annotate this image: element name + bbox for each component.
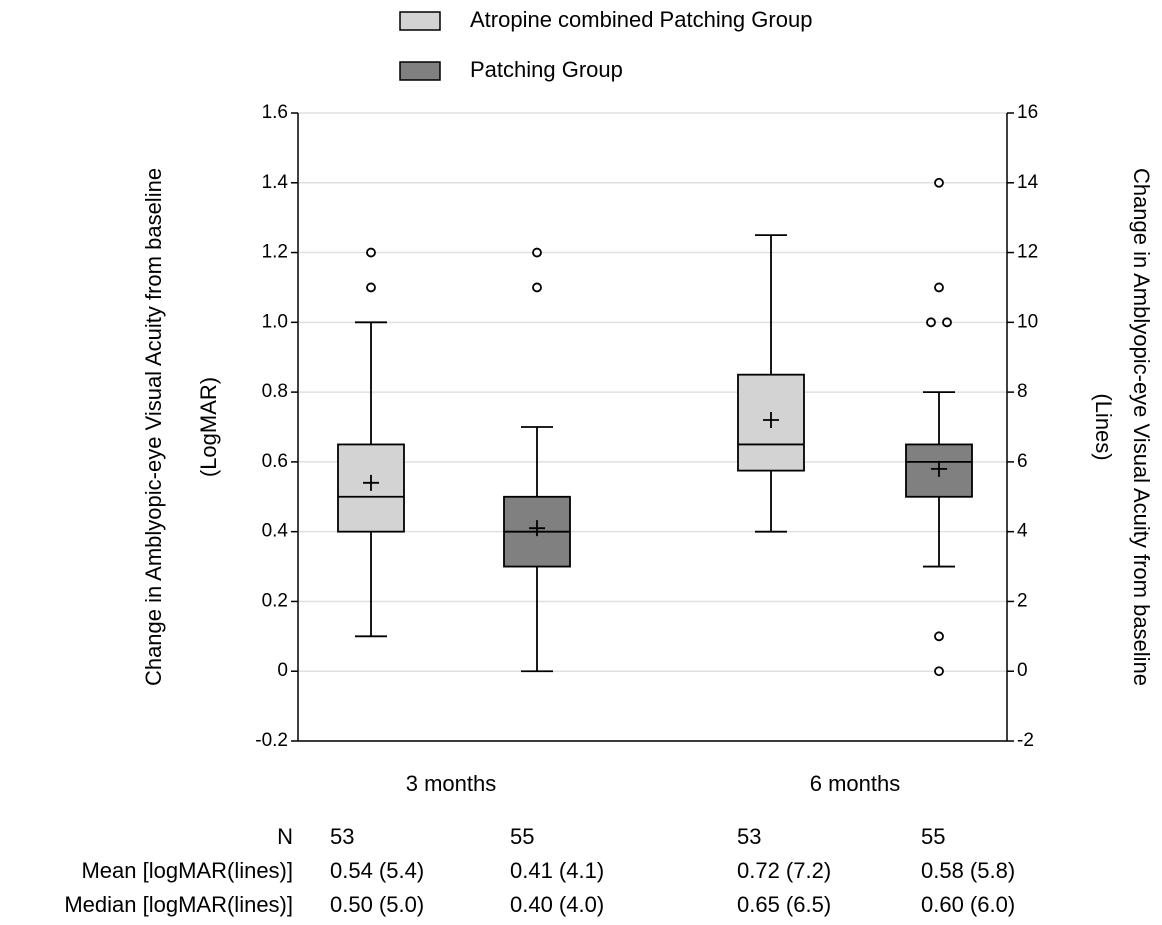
y-tick-label: 1.4	[262, 172, 289, 193]
legend-swatch	[399, 61, 441, 81]
y2-tick-label: 6	[1017, 451, 1028, 472]
table-cell: 0.40 (4.0)	[510, 892, 604, 917]
y-tick-label: 1.6	[262, 102, 288, 123]
x-tick-label: 3 months	[406, 771, 497, 796]
box	[337, 443, 405, 533]
legend-swatch	[399, 11, 441, 31]
y2-axis-title: Change in Amblyopic-eye Visual Acuity fr…	[1129, 168, 1154, 686]
table-cell: 0.60 (6.0)	[921, 892, 1015, 917]
outlier	[532, 282, 542, 293]
legend-label: Patching Group	[470, 57, 623, 82]
legend-label: Atropine combined Patching Group	[470, 7, 812, 32]
mean-marker	[529, 520, 545, 537]
outlier	[942, 317, 952, 328]
y2-tick-label: 8	[1017, 381, 1028, 402]
y-tick-label: 0.8	[262, 381, 288, 402]
y-tick-label: 0.4	[262, 521, 289, 542]
outlier	[934, 177, 944, 188]
table-row-label: N	[277, 824, 293, 849]
table-cell: 55	[921, 824, 945, 849]
table-row-label: Median [logMAR(lines)]	[64, 892, 293, 917]
table-cell: 0.41 (4.1)	[510, 858, 604, 883]
y2-tick-label: 14	[1017, 172, 1039, 193]
y2-tick-label: 0	[1017, 660, 1028, 681]
y2-tick-label: 12	[1017, 242, 1038, 263]
y2-axis-title: (Lines)	[1091, 393, 1116, 460]
y-tick-label: -0.2	[255, 730, 288, 751]
x-tick-label: 6 months	[810, 771, 901, 796]
y-axis-title: (LogMAR)	[196, 377, 221, 477]
table-cell: 53	[330, 824, 354, 849]
table-cell: 0.72 (7.2)	[737, 858, 831, 883]
y2-tick-label: 2	[1017, 590, 1028, 611]
mean-marker	[363, 474, 379, 491]
table-cell: 55	[510, 824, 534, 849]
y-axis-title: Change in Amblyopic-eye Visual Acuity fr…	[141, 168, 166, 686]
y2-tick-label: -2	[1017, 730, 1034, 751]
outlier	[934, 666, 944, 677]
mean-marker	[931, 460, 947, 477]
y-tick-label: 1.0	[262, 311, 288, 332]
outlier	[532, 247, 542, 258]
y2-tick-label: 10	[1017, 311, 1038, 332]
y-tick-label: 0	[277, 660, 288, 681]
table-cell: 0.65 (6.5)	[737, 892, 831, 917]
outlier	[934, 631, 944, 642]
outlier	[366, 247, 376, 258]
table-cell: 0.54 (5.4)	[330, 858, 424, 883]
outlier	[926, 317, 936, 328]
y-tick-label: 0.2	[262, 590, 288, 611]
mean-marker	[763, 412, 779, 429]
y-tick-label: 0.6	[262, 451, 288, 472]
table-row-label: Mean [logMAR(lines)]	[81, 858, 293, 883]
y2-tick-label: 4	[1017, 521, 1028, 542]
table-cell: 53	[737, 824, 761, 849]
table-cell: 0.50 (5.0)	[330, 892, 424, 917]
outlier	[366, 282, 376, 293]
table-cell: 0.58 (5.8)	[921, 858, 1015, 883]
y2-tick-label: 16	[1017, 102, 1038, 123]
outlier	[934, 282, 944, 293]
y-tick-label: 1.2	[262, 242, 288, 263]
